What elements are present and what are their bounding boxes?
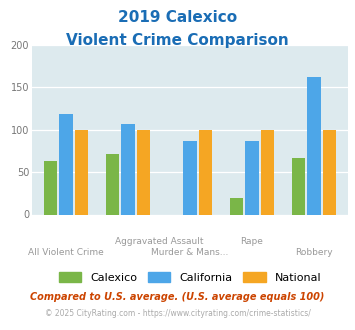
Text: 2019 Calexico: 2019 Calexico [118,10,237,25]
Bar [183,142,197,214]
Text: Compared to U.S. average. (U.S. average equals 100): Compared to U.S. average. (U.S. average … [30,292,325,302]
Bar [291,158,305,215]
Bar [245,141,259,214]
Bar [137,130,150,214]
Bar [322,130,336,214]
Text: Murder & Mans...: Murder & Mans... [151,248,229,257]
Bar [59,114,73,214]
Text: © 2025 CityRating.com - https://www.cityrating.com/crime-statistics/: © 2025 CityRating.com - https://www.city… [45,309,310,317]
Bar [106,154,119,214]
Bar [307,77,321,214]
Bar [75,130,88,214]
Bar [121,123,135,214]
Bar [230,198,243,214]
Bar [261,130,274,214]
Text: Violent Crime Comparison: Violent Crime Comparison [66,33,289,48]
Text: Robbery: Robbery [295,248,333,257]
Text: Aggravated Assault: Aggravated Assault [115,237,203,246]
Text: Rape: Rape [240,237,263,246]
Bar [44,161,58,214]
Legend: Calexico, California, National: Calexico, California, National [54,267,326,287]
Text: All Violent Crime: All Violent Crime [28,248,104,257]
Bar [198,130,212,214]
